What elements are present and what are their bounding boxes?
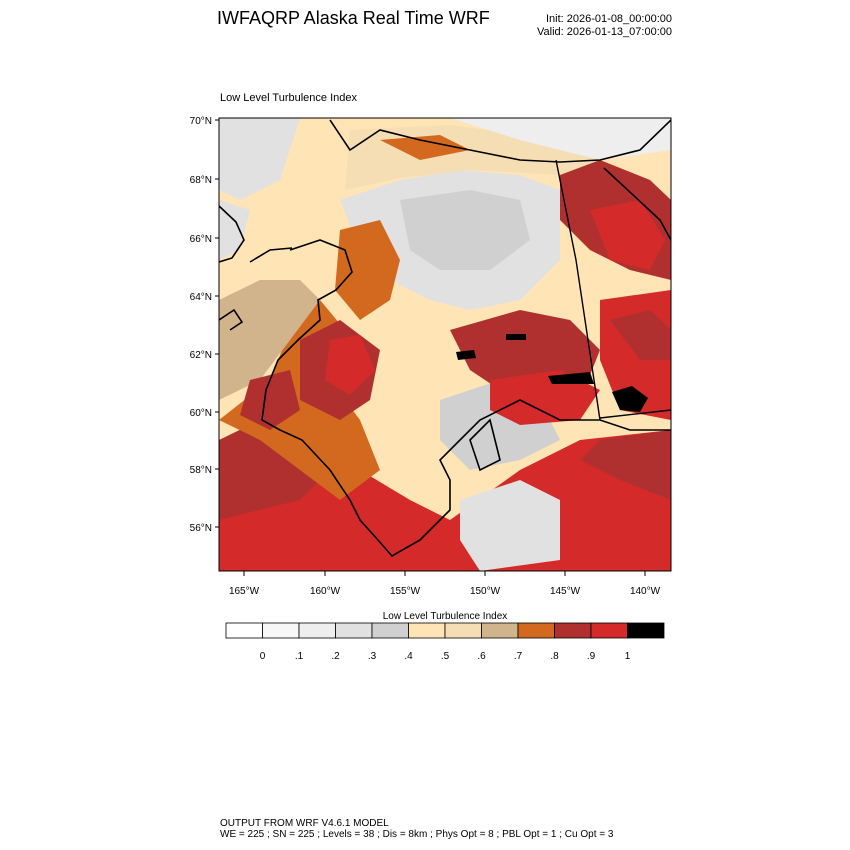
colorbar-labels: 0 .1 .2 .3 .4 .5 .6 .7 .8 .9 1 xyxy=(260,651,631,662)
colorbar-swatch xyxy=(408,622,446,639)
colorbar-label: .2 xyxy=(331,651,340,662)
footer-line-2: WE = 225 ; SN = 225 ; Levels = 38 ; Dis … xyxy=(220,829,614,840)
lat-axis: 70°N 68°N 66°N 64°N 62°N 60°N 58°N 56°N xyxy=(190,116,219,534)
colorbar-label: .7 xyxy=(514,651,523,662)
colorbar-swatch xyxy=(481,622,519,639)
colorbar-label: .9 xyxy=(587,651,596,662)
model-footer: OUTPUT FROM WRF V4.6.1 MODEL WE = 225 ; … xyxy=(220,818,613,840)
lat-label: 56°N xyxy=(190,523,212,534)
colorbar-label: .3 xyxy=(368,651,377,662)
plot-title: Low Level Turbulence Index xyxy=(220,92,357,104)
colorbar-swatch xyxy=(554,622,592,639)
lon-label: 165°W xyxy=(229,586,260,597)
lat-label: 66°N xyxy=(190,234,212,245)
turbulence-field xyxy=(219,118,671,571)
lat-label: 70°N xyxy=(190,116,212,127)
time-info: Init: 2026-01-08_00:00:00 Valid: 2026-01… xyxy=(537,13,672,39)
footer-line-1: OUTPUT FROM WRF V4.6.1 MODEL xyxy=(220,818,389,829)
colorbar-swatch xyxy=(590,622,628,639)
lon-label: 155°W xyxy=(390,586,421,597)
lon-label: 150°W xyxy=(470,586,501,597)
figure-title: IWFAQRP Alaska Real Time WRF xyxy=(217,8,490,28)
lon-axis: 165°W 160°W 155°W 150°W 145°W 140°W xyxy=(229,571,661,597)
init-time: Init: 2026-01-08_00:00:00 xyxy=(546,13,672,25)
colorbar-label: .4 xyxy=(404,651,413,662)
colorbar-swatch xyxy=(225,622,263,639)
lat-label: 64°N xyxy=(190,292,212,303)
colorbar-title: Low Level Turbulence Index xyxy=(383,611,508,622)
colorbar-swatches xyxy=(225,622,665,639)
colorbar-swatch xyxy=(335,622,373,639)
lat-label: 62°N xyxy=(190,350,212,361)
colorbar-swatch xyxy=(627,622,665,639)
colorbar-swatch xyxy=(517,622,555,639)
lon-label: 160°W xyxy=(310,586,341,597)
colorbar-label: .5 xyxy=(441,651,450,662)
lon-label: 145°W xyxy=(550,586,581,597)
colorbar-label: .6 xyxy=(477,651,486,662)
colorbar: Low Level Turbulence Index 0 .1 .2 .3 .4 .5 .6… xyxy=(225,611,665,662)
lat-label: 68°N xyxy=(190,175,212,186)
lat-label: 60°N xyxy=(190,408,212,419)
valid-time: Valid: 2026-01-13_07:00:00 xyxy=(537,26,672,38)
lat-label: 58°N xyxy=(190,465,212,476)
colorbar-label: .1 xyxy=(295,651,304,662)
map-frame xyxy=(218,117,672,572)
colorbar-label: .8 xyxy=(550,651,559,662)
colorbar-swatch xyxy=(444,622,482,639)
colorbar-label: 0 xyxy=(260,651,266,662)
colorbar-label: 1 xyxy=(625,651,631,662)
colorbar-swatch xyxy=(298,622,336,639)
lon-label: 140°W xyxy=(630,586,661,597)
colorbar-swatch xyxy=(262,622,300,639)
colorbar-swatch xyxy=(371,622,409,639)
